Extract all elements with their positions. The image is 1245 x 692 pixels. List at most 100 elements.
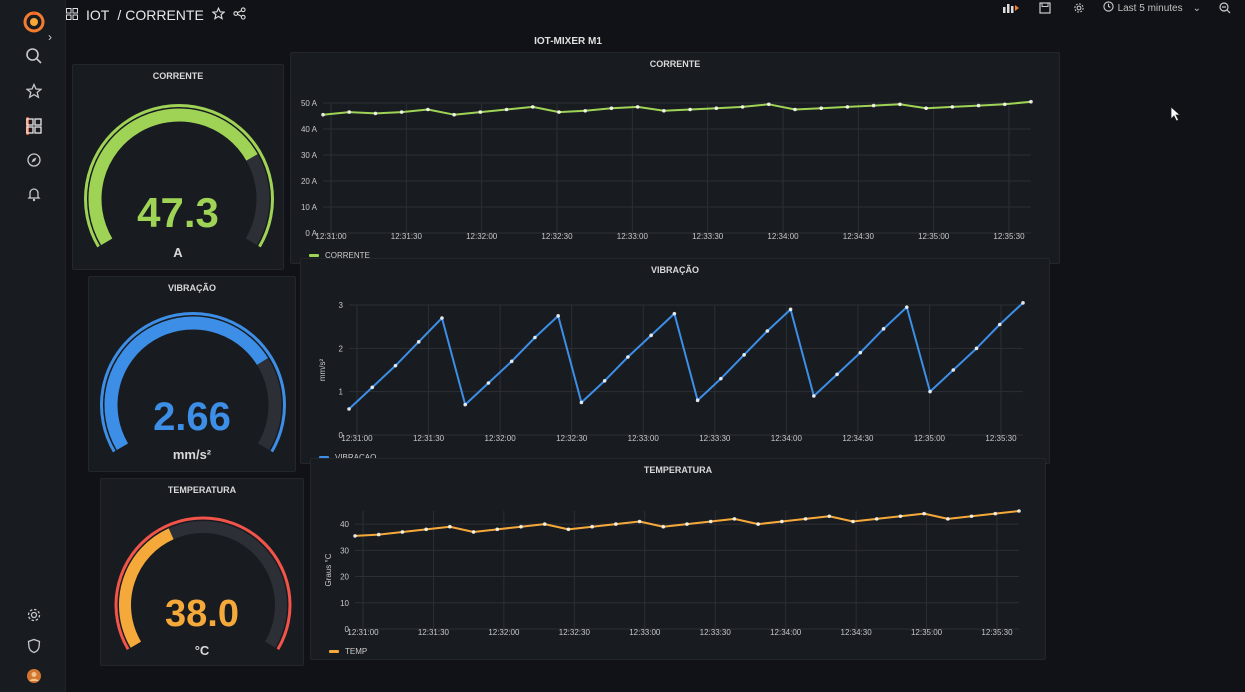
gauge-unit: °C bbox=[194, 643, 210, 658]
y-tick-label: 40 bbox=[340, 520, 349, 529]
time-range-picker[interactable]: Last 5 minutes ⌄ bbox=[1102, 1, 1201, 15]
data-point bbox=[793, 107, 797, 112]
y-tick-label: 0 bbox=[339, 431, 344, 440]
gauge-threshold bbox=[114, 516, 292, 651]
data-point bbox=[780, 519, 784, 524]
time-range-label: Last 5 minutes bbox=[1117, 2, 1183, 14]
add-panel-icon[interactable] bbox=[1001, 0, 1021, 16]
gauge-panel-vibracao[interactable]: VIBRAÇÃO 2.66 mm/s² bbox=[88, 276, 296, 472]
data-point bbox=[951, 368, 956, 372]
legend-item[interactable]: TEMP bbox=[329, 647, 367, 656]
x-tick-label: 12:34:30 bbox=[841, 628, 873, 637]
data-point bbox=[898, 514, 903, 519]
data-point bbox=[440, 316, 444, 320]
legend-item[interactable]: CORRENTE bbox=[309, 251, 370, 260]
data-point bbox=[542, 522, 547, 526]
x-tick-label: 12:34:00 bbox=[770, 628, 802, 637]
data-point bbox=[649, 333, 653, 338]
data-point bbox=[672, 311, 677, 316]
breadcrumb-folder[interactable]: IOT bbox=[86, 7, 110, 23]
x-tick-label: 12:32:00 bbox=[488, 628, 520, 637]
y-tick-label: 20 bbox=[340, 573, 349, 582]
alert-bell-icon[interactable] bbox=[20, 180, 48, 208]
data-point bbox=[851, 519, 855, 524]
grafana-logo-icon[interactable] bbox=[20, 8, 48, 36]
expand-menu-icon[interactable]: › bbox=[48, 30, 52, 44]
data-point bbox=[583, 109, 588, 113]
gauge-fill bbox=[88, 108, 258, 246]
data-point bbox=[685, 522, 689, 526]
y-tick-label: 30 A bbox=[301, 151, 318, 160]
data-point bbox=[688, 107, 692, 112]
data-point bbox=[874, 517, 879, 521]
data-point bbox=[495, 527, 500, 532]
y-tick-label: 0 A bbox=[305, 229, 317, 238]
gauge-unit: A bbox=[173, 245, 183, 260]
gear-icon[interactable] bbox=[20, 601, 48, 629]
legend-swatch bbox=[309, 254, 319, 257]
gauge-arc bbox=[100, 312, 286, 453]
data-point bbox=[708, 519, 713, 524]
data-point bbox=[740, 105, 745, 109]
side-menu: › bbox=[0, 0, 66, 692]
data-point bbox=[614, 522, 618, 526]
data-point bbox=[602, 379, 607, 383]
x-tick-label: 12:35:00 bbox=[911, 628, 943, 637]
share-icon[interactable] bbox=[233, 7, 246, 23]
dashboard-title[interactable]: CORRENTE bbox=[125, 7, 204, 23]
zoom-out-icon[interactable] bbox=[1215, 0, 1235, 16]
topbar-actions: Last 5 minutes ⌄ bbox=[1001, 0, 1235, 16]
chevron-down-icon: ⌄ bbox=[1192, 2, 1201, 14]
data-point bbox=[452, 112, 456, 117]
y-tick-label: 50 A bbox=[301, 99, 318, 108]
data-point bbox=[448, 524, 452, 529]
data-point bbox=[719, 376, 723, 381]
settings-icon[interactable] bbox=[1069, 0, 1089, 16]
legend-item[interactable]: VIBRACAO bbox=[319, 453, 376, 462]
graph-panel-corrente[interactable]: CORRENTE 0 A 10 A 20 A 30 A 40 A 50 A 12:31:00… bbox=[290, 52, 1060, 264]
x-tick-label: 12:32:00 bbox=[466, 232, 498, 241]
star-icon[interactable] bbox=[211, 6, 226, 23]
panel-title: VIBRAÇÃO bbox=[167, 283, 216, 293]
y-tick-label: 0 bbox=[345, 625, 350, 634]
explore-icon[interactable] bbox=[20, 146, 48, 174]
mouse-cursor-icon bbox=[1170, 106, 1182, 127]
star-icon[interactable] bbox=[20, 77, 48, 105]
gauge-fill bbox=[119, 528, 174, 648]
graph-panel-vibracao[interactable]: VIBRAÇÃO 0 1 2 3 12:31:00 12:31:30 12:32:00 12:… bbox=[300, 258, 1050, 464]
x-tick-label: 12:35:00 bbox=[914, 434, 946, 443]
avatar-icon[interactable] bbox=[20, 662, 48, 690]
data-point bbox=[519, 524, 523, 529]
shield-icon[interactable] bbox=[20, 632, 48, 660]
save-icon[interactable] bbox=[1035, 0, 1055, 16]
gauge-threshold bbox=[84, 104, 274, 248]
data-point bbox=[827, 514, 832, 519]
data-point bbox=[376, 532, 381, 537]
graph-panel-temperatura[interactable]: TEMPERATURA 0 10 20 30 40 12:31:00 12:31:30 12:… bbox=[310, 458, 1046, 660]
data-point bbox=[478, 110, 483, 114]
dashboards-icon[interactable] bbox=[20, 112, 48, 140]
gauge-arc bbox=[84, 104, 274, 248]
data-point bbox=[347, 407, 351, 411]
data-point bbox=[463, 402, 468, 407]
gauge-panel-corrente[interactable]: CORRENTE 47.3 A bbox=[72, 64, 284, 270]
data-point bbox=[732, 517, 737, 521]
y-tick-label: 3 bbox=[339, 301, 344, 310]
data-point bbox=[742, 353, 746, 357]
x-tick-label: 12:32:00 bbox=[485, 434, 517, 443]
data-point bbox=[695, 398, 700, 403]
x-tick-label: 12:32:30 bbox=[541, 232, 573, 241]
row-title[interactable]: IOT-MIXER M1 bbox=[534, 36, 602, 47]
panel-title: CORRENTE bbox=[649, 59, 701, 69]
panel-title: TEMPERATURA bbox=[167, 485, 237, 495]
x-tick-label: 12:31:30 bbox=[418, 628, 450, 637]
data-point bbox=[530, 105, 535, 109]
data-point bbox=[637, 519, 642, 524]
y-tick-label: 40 A bbox=[301, 125, 318, 134]
search-icon[interactable] bbox=[20, 42, 48, 70]
data-point bbox=[993, 511, 998, 516]
data-point bbox=[424, 527, 428, 532]
data-point bbox=[835, 372, 839, 377]
x-tick-label: 12:35:30 bbox=[993, 232, 1025, 241]
gauge-panel-temperatura[interactable]: TEMPERATURA 38.0 °C bbox=[100, 478, 304, 666]
